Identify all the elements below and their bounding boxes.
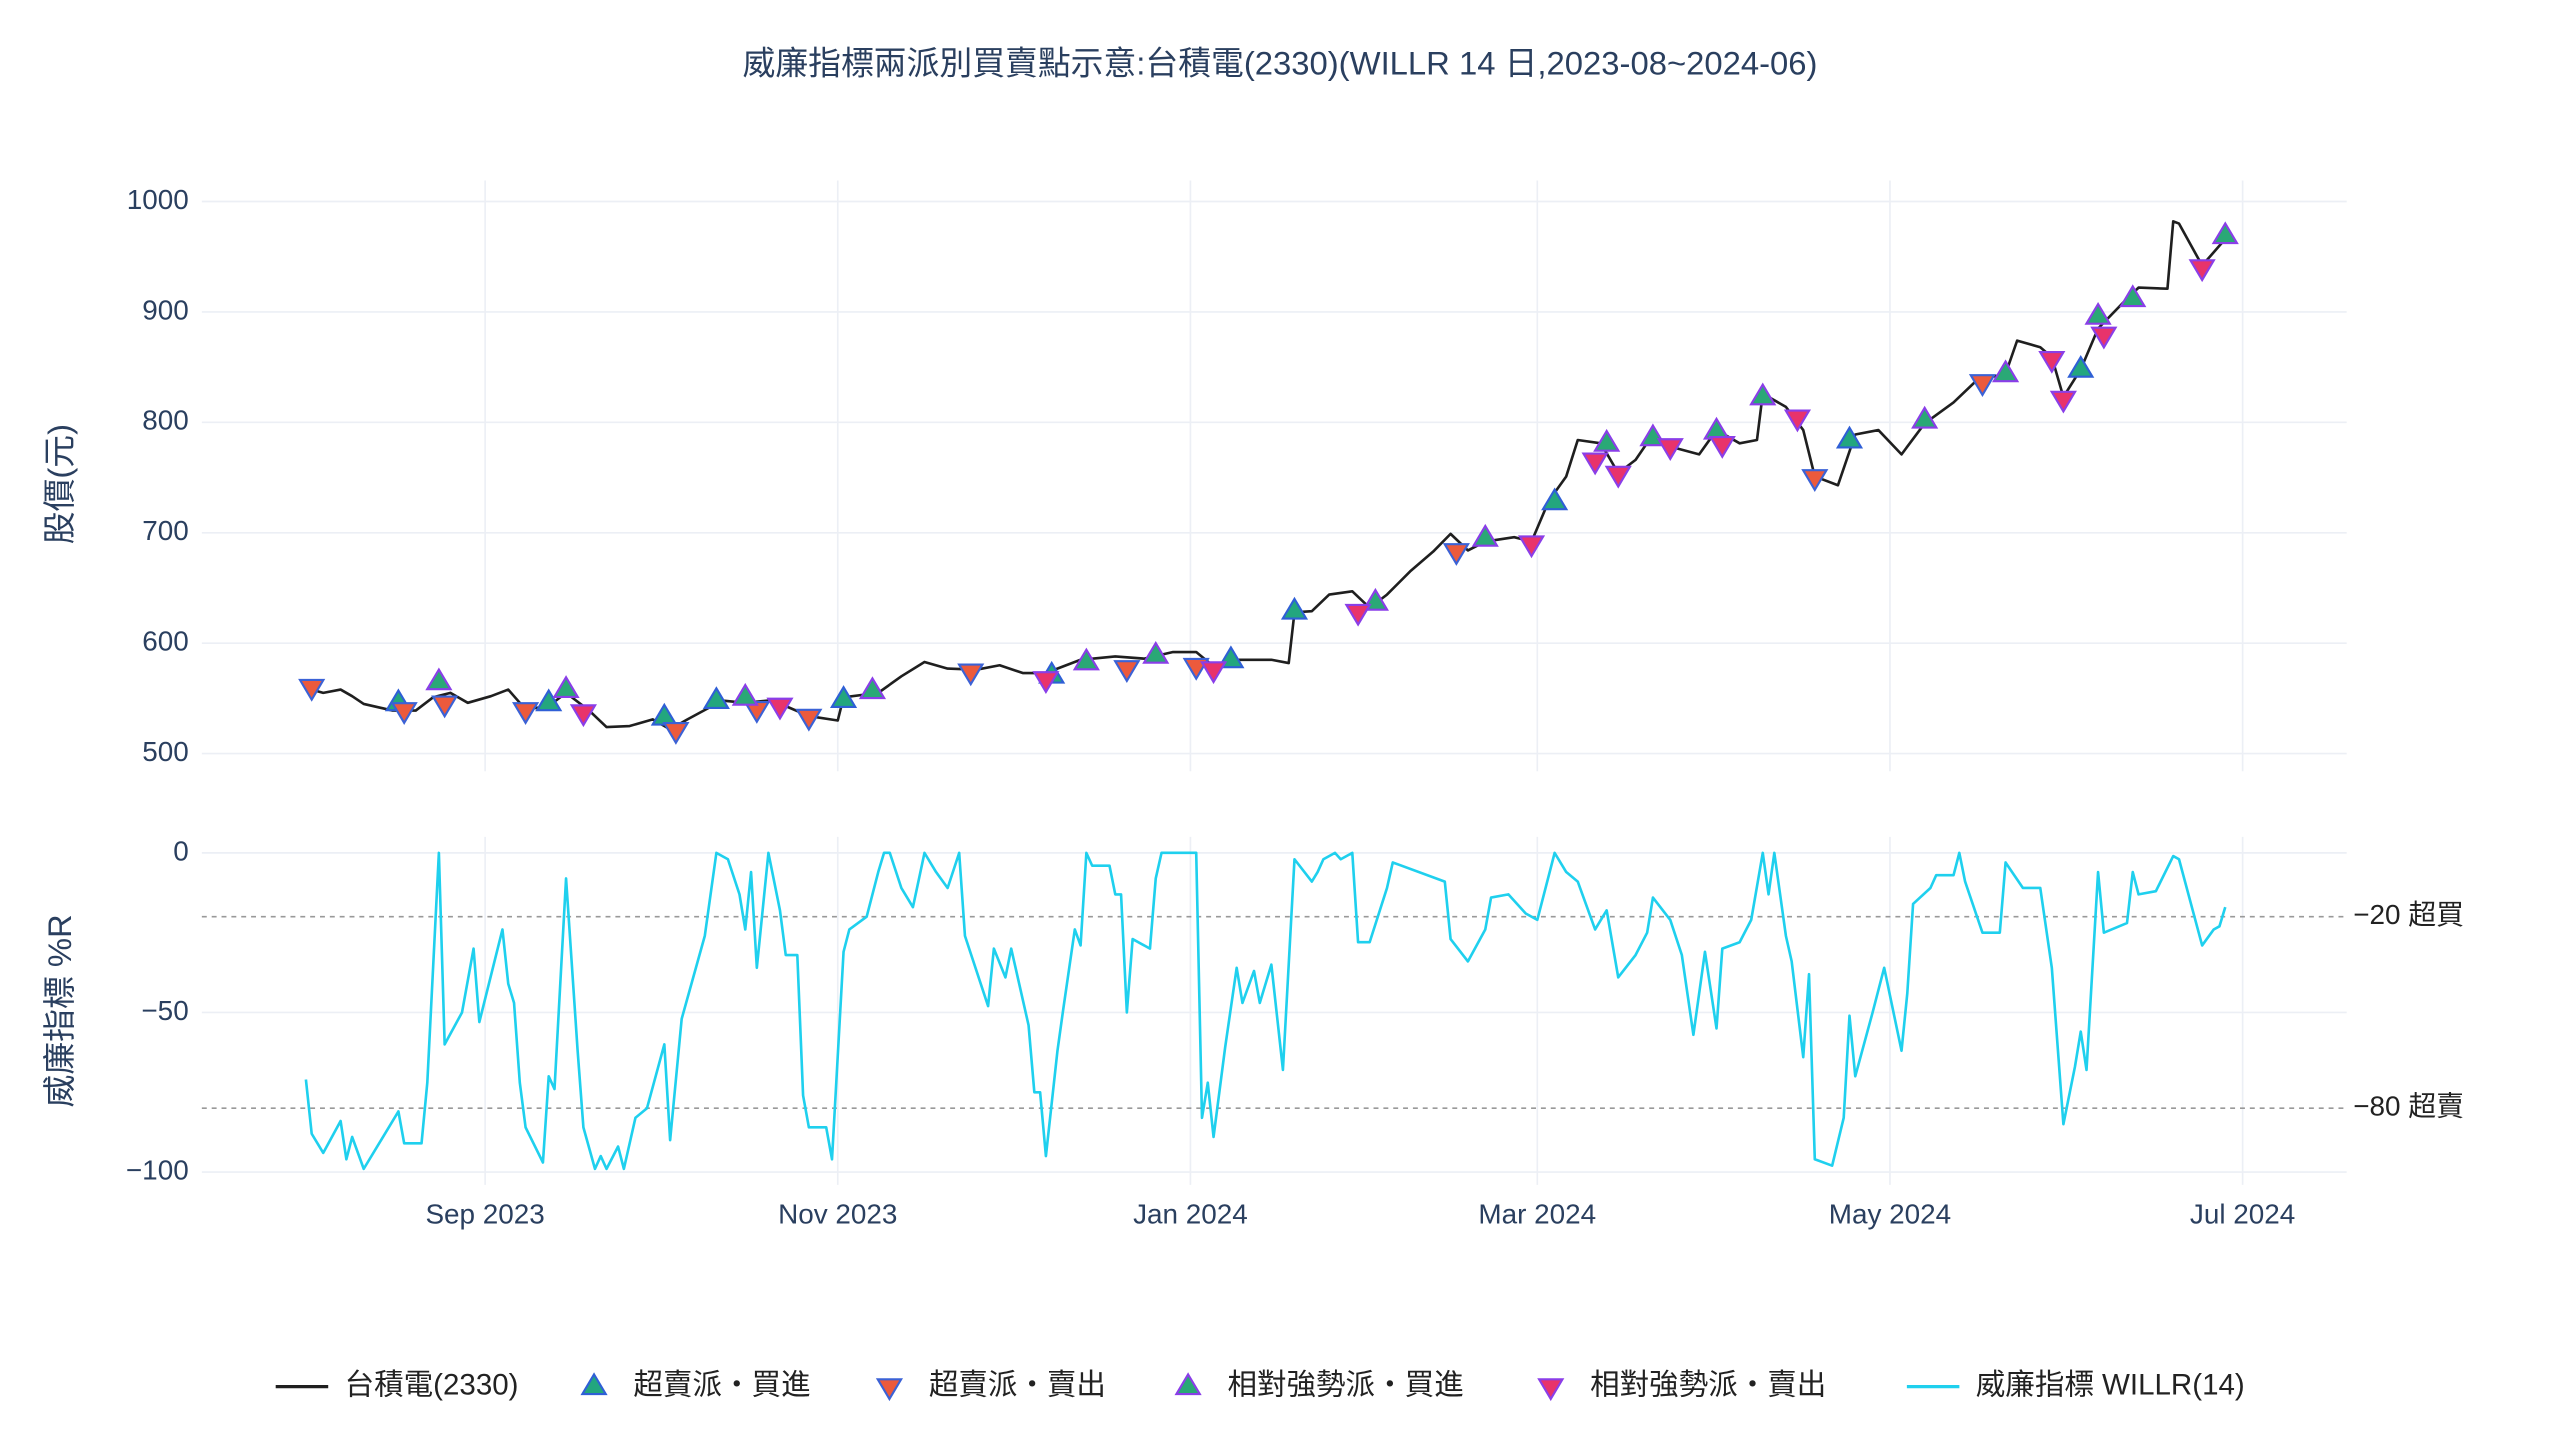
marker xyxy=(1280,596,1309,620)
marker xyxy=(2188,259,2216,283)
line-series xyxy=(311,220,2227,731)
marker xyxy=(743,700,771,724)
marker xyxy=(2067,354,2095,378)
marker xyxy=(1783,409,1812,433)
marker xyxy=(1593,428,1621,452)
marker xyxy=(1517,535,1546,559)
marker xyxy=(702,686,730,710)
marker xyxy=(1656,438,1684,462)
marker xyxy=(1442,543,1470,566)
marker xyxy=(1992,359,2020,383)
y-tick-label: 900 xyxy=(142,294,189,325)
marker xyxy=(1199,661,1228,685)
marker xyxy=(1604,465,1632,489)
marker xyxy=(858,676,887,700)
y-tick-label: 500 xyxy=(142,736,189,767)
x-tick-label: Nov 2023 xyxy=(778,1198,897,1229)
marker xyxy=(2084,301,2112,325)
marker xyxy=(569,704,597,728)
x-tick-label: May 2024 xyxy=(1829,1198,1951,1229)
y-tick-label: 0 xyxy=(173,835,189,866)
marker xyxy=(662,721,690,745)
marker xyxy=(298,678,326,702)
marker xyxy=(1968,374,1997,397)
y-tick-label: −50 xyxy=(141,995,188,1026)
marker xyxy=(957,663,985,687)
y-tick-label: 700 xyxy=(142,515,189,546)
legend-label: 相對強勢派・賣出 xyxy=(1590,1368,1826,1401)
legend-label: 超賣派・買進 xyxy=(633,1368,810,1401)
reference-label: −20 超買 xyxy=(2353,899,2464,930)
marker xyxy=(535,688,563,712)
marker xyxy=(731,682,759,706)
y-axis-label: 股價(元) xyxy=(41,424,78,544)
y-tick-label: 1000 xyxy=(127,184,189,215)
marker xyxy=(2038,350,2066,374)
marker xyxy=(1801,469,1829,492)
marker xyxy=(431,695,459,719)
line-series xyxy=(304,851,2227,1171)
marker xyxy=(2211,221,2239,245)
marker xyxy=(1032,671,1060,695)
legend-swatch xyxy=(580,1372,608,1396)
y-axis-label: 威廉指標 %R xyxy=(41,914,78,1107)
marker xyxy=(1344,603,1372,627)
marker xyxy=(1835,425,1864,449)
y-tick-label: −100 xyxy=(126,1154,189,1185)
marker xyxy=(1113,660,1141,683)
marker xyxy=(1911,405,1939,429)
marker xyxy=(552,675,580,699)
legend-swatch xyxy=(1537,1378,1565,1402)
marker xyxy=(1142,640,1170,664)
marker xyxy=(2049,390,2077,414)
legend-label: 威廉指標 WILLR(14) xyxy=(1976,1368,2245,1401)
legend-label: 相對強勢派・買進 xyxy=(1227,1368,1463,1401)
marker xyxy=(795,708,823,732)
x-tick-label: Sep 2023 xyxy=(425,1198,544,1229)
marker xyxy=(829,685,858,708)
x-tick-label: Jan 2024 xyxy=(1133,1198,1248,1229)
marker xyxy=(1072,647,1100,671)
marker xyxy=(1581,452,1609,476)
marker xyxy=(2119,284,2147,308)
x-tick-label: Jul 2024 xyxy=(2190,1198,2295,1229)
marker xyxy=(1541,487,1569,511)
marker xyxy=(766,697,794,721)
marker xyxy=(1471,523,1499,547)
marker xyxy=(425,667,453,691)
legend-swatch xyxy=(875,1378,904,1402)
marker xyxy=(390,702,418,725)
legend-swatch xyxy=(1174,1372,1202,1396)
reference-label: −80 超賣 xyxy=(2353,1091,2464,1122)
marker xyxy=(650,702,678,726)
marker xyxy=(1749,382,1777,406)
chart-title: 威廉指標兩派別買賣點示意:台積電(2330)(WILLR 14 日,2023-0… xyxy=(743,44,1818,81)
y-tick-label: 800 xyxy=(142,405,189,436)
legend-label: 台積電(2330) xyxy=(345,1368,519,1401)
x-tick-label: Mar 2024 xyxy=(1478,1198,1596,1229)
marker xyxy=(512,702,540,725)
legend-label: 超賣派・賣出 xyxy=(929,1368,1106,1401)
y-tick-label: 600 xyxy=(142,626,189,657)
marker xyxy=(2090,326,2118,350)
marker xyxy=(1708,435,1736,459)
